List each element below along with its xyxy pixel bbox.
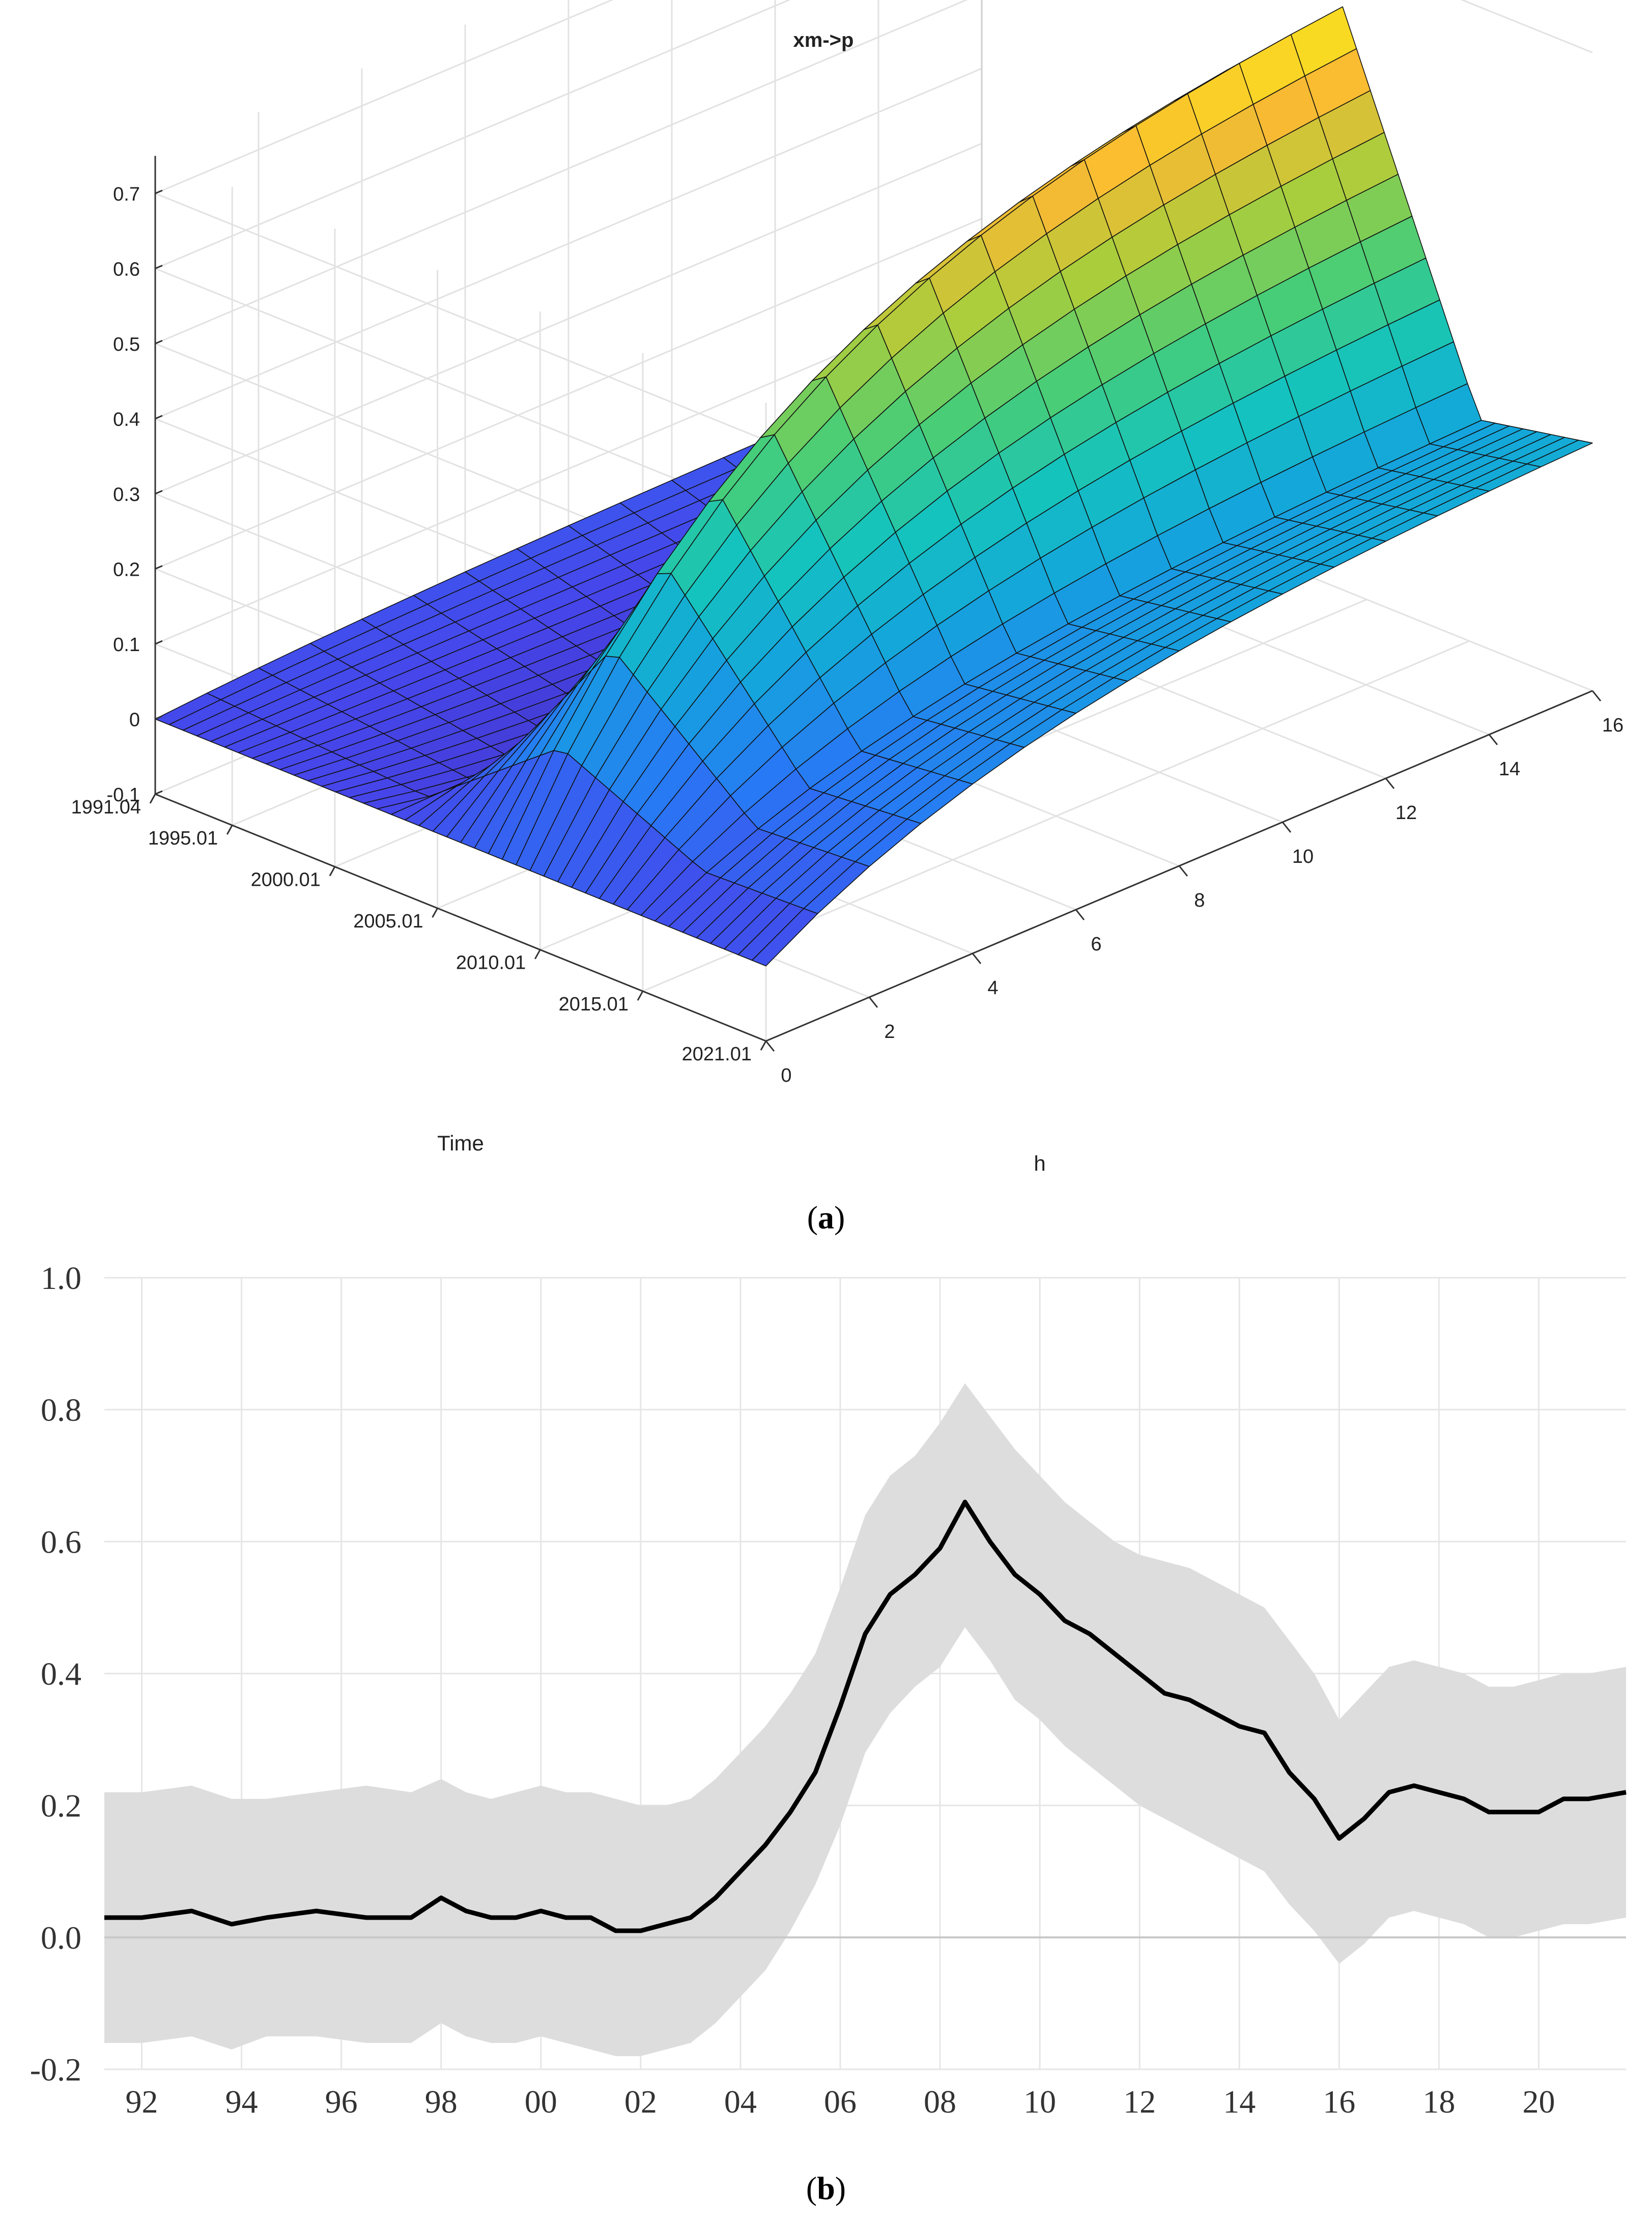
time-tick-label: 2015.01 (559, 994, 629, 1015)
surface-mesh (155, 6, 1593, 967)
z-tick-label: 0.7 (113, 184, 140, 205)
x-tick-label: 98 (425, 2084, 458, 2120)
x-tick-label: 14 (1223, 2084, 1256, 2120)
y-tick-label: 1.0 (41, 1262, 81, 1296)
caption-b: (b) (806, 2170, 846, 2206)
h-axis-label: h (1034, 1151, 1045, 1175)
x-tick-label: 18 (1422, 2084, 1455, 2120)
h-tick-label: 12 (1395, 802, 1417, 824)
x-tick-label: 04 (724, 2084, 757, 2120)
h-tick-label: 4 (987, 977, 998, 999)
x-tick-label: 20 (1522, 2084, 1555, 2120)
h-tick-label: 6 (1091, 934, 1101, 955)
x-tick-label: 06 (824, 2084, 857, 2120)
mean-line (104, 1500, 1627, 1933)
time-tick-label: 2021.01 (682, 1044, 752, 1065)
x-tick-label: 94 (225, 2084, 258, 2120)
y-tick-label: 0.8 (41, 1392, 81, 1428)
h-tick-label: 16 (1602, 715, 1623, 736)
h-tick-label: 8 (1194, 890, 1205, 911)
h-tick-label: 10 (1292, 846, 1314, 867)
y-tick-label: 0.6 (41, 1524, 81, 1560)
x-tick-label: 00 (525, 2084, 557, 2120)
y-tick-label: 0.2 (41, 1788, 81, 1824)
x-tick-label: 16 (1323, 2084, 1355, 2120)
x-tick-label: 02 (624, 2084, 657, 2120)
x-tick-label: 12 (1123, 2084, 1156, 2120)
caption-a: (a) (807, 1199, 845, 1235)
z-tick-label: 0 (129, 710, 140, 731)
y-tick-label: -0.2 (30, 2051, 81, 2088)
line-chart: 1.0 0.8 0.6 0.4 0.2 0.0 -0.2 92 94 96 98 00 02 04 06 0… (30, 1262, 1627, 2120)
z-tick-label: 0.2 (113, 559, 140, 581)
y-tick-labels: 1.0 0.8 0.6 0.4 0.2 0.0 -0.2 (30, 1262, 81, 2088)
confidence-band (104, 1383, 1626, 2057)
x-tick-labels: 92 94 96 98 00 02 04 06 08 10 12 14 16 18 20 (126, 2084, 1555, 2120)
y-tick-label: 0.0 (41, 1920, 81, 1956)
time-tick-label: 1995.01 (148, 828, 218, 849)
time-tick-label: 1991.04 (71, 797, 141, 818)
x-tick-label: 92 (126, 2084, 158, 2120)
x-tick-label: 96 (325, 2084, 358, 2120)
z-tick-label: -0.1 (107, 784, 140, 806)
h-tick-label: 0 (781, 1065, 791, 1086)
h-tick-label: 14 (1499, 758, 1520, 780)
z-tick-label: 0.4 (113, 409, 140, 431)
z-tick-label: 0.3 (113, 484, 140, 505)
time-tick-label: 2005.01 (353, 911, 423, 932)
y-tick-label: 0.4 (41, 1656, 81, 1692)
x-tick-label: 10 (1023, 2084, 1056, 2120)
time-tick-label: 2000.01 (251, 869, 321, 891)
surface-patch (751, 908, 818, 967)
h-tick-label: 2 (884, 1021, 895, 1043)
z-tick-label: 0.1 (113, 634, 140, 656)
z-tick-label: 0.5 (113, 334, 140, 355)
z-tick-label: 0.6 (113, 259, 140, 280)
time-axis-label: Time (437, 1131, 484, 1155)
time-tick-label: 2010.01 (456, 952, 526, 974)
x-tick-label: 08 (924, 2084, 956, 2120)
chart-title: xm->p (793, 29, 854, 51)
